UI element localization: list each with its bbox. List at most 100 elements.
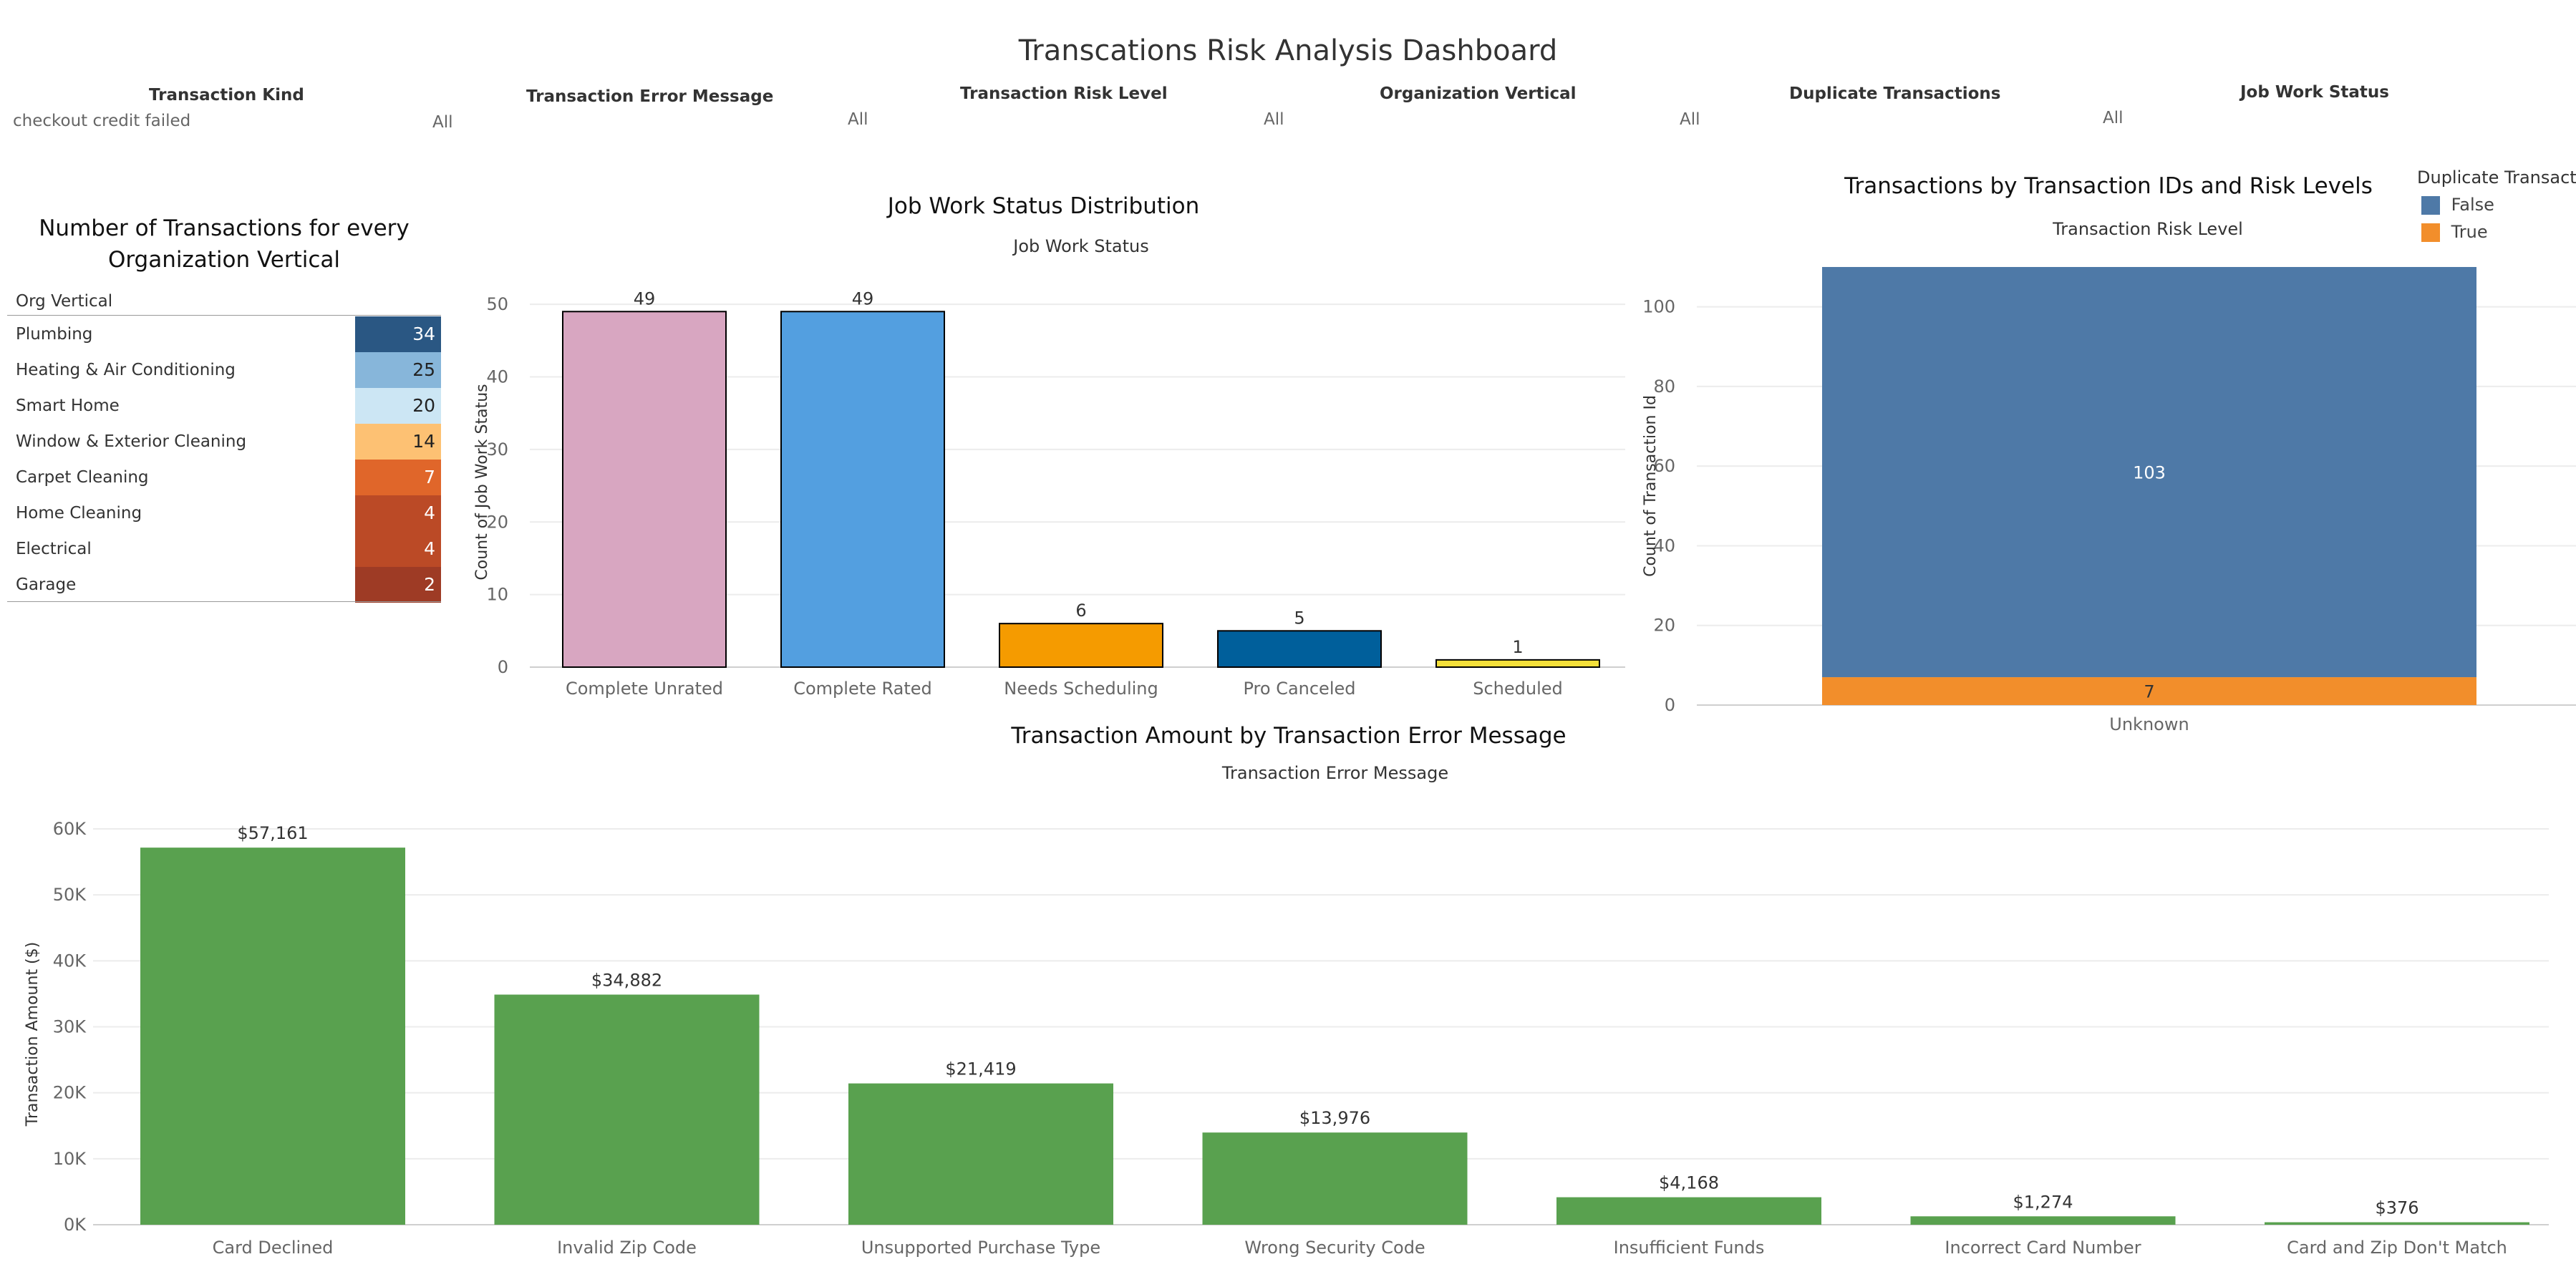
legend-true-label: True [2451,222,2488,242]
org-row-value: 25 [355,352,441,388]
legend-true-swatch [2421,223,2440,242]
risk-bar-label: 7 [2144,682,2154,702]
risk-ytick-label: 0 [1665,695,1675,715]
org-footer-divider [7,601,441,602]
risk-bar-true [1822,677,2476,705]
org-row[interactable]: Electrical 4 [7,531,441,567]
org-row-name: Smart Home [16,397,120,415]
amount-xtick-label: Card Declined [213,1238,334,1258]
org-row[interactable]: Garage 2 [7,567,441,603]
job-bar-label: 1 [1512,637,1523,657]
amount-ytick-label: 60K [53,819,87,839]
job-ytick-label: 30 [486,439,508,460]
filter-duplicate-value[interactable]: All [2103,109,2124,127]
org-row-value: 4 [355,495,441,531]
amount-ytick-label: 30K [53,1017,87,1037]
org-row[interactable]: Window & Exterior Cleaning 14 [7,424,441,460]
amount-xtick-label: Wrong Security Code [1244,1238,1425,1258]
org-row-value: 7 [355,460,441,495]
risk-panel-title: Transactions by Transaction IDs and Risk… [1844,173,2373,199]
filter-error-message-label: Transaction Error Message [526,87,774,106]
org-row-name: Carpet Cleaning [16,468,149,487]
amount-ytick-label: 40K [53,951,87,971]
filter-duplicate-label: Duplicate Transactions [1789,84,2001,103]
job-bar-label: 49 [634,288,656,309]
org-row[interactable]: Heating & Air Conditioning 25 [7,352,441,388]
job-ytick-label: 0 [498,657,508,677]
filter-org-vertical-value[interactable]: All [1680,110,1700,129]
amount-bar [848,1083,1113,1225]
org-row-name: Garage [16,575,77,594]
amount-bar-label: $57,161 [237,823,308,843]
job-xtick-label: Scheduled [1473,679,1563,699]
org-panel-title-line1: Number of Transactions for every [39,215,410,241]
risk-ytick-label: 80 [1653,377,1675,397]
risk-ytick-label: 60 [1653,456,1675,476]
org-row-name: Plumbing [16,325,93,344]
amount-bar-label: $1,274 [2013,1192,2073,1212]
amount-xtick-label: Invalid Zip Code [557,1238,697,1258]
job-bar [562,311,727,669]
org-row-name: Heating & Air Conditioning [16,361,236,379]
amount-bar [1910,1216,2176,1225]
amount-chart: 0K 10K 20K 30K 40K 50K 60K $57,161 Card Declined… [24,819,2549,1258]
org-panel-title-line2: Organization Vertical [107,247,341,273]
legend-false[interactable]: False [2421,195,2494,215]
job-bar [1435,659,1600,668]
amount-bar-label: $4,168 [1659,1173,1719,1193]
job-xtick-label: Pro Canceled [1243,679,1355,699]
org-row-name: Electrical [16,540,92,558]
job-bar-label: 6 [1075,601,1086,621]
org-row-value: 34 [355,316,441,352]
job-bar-label: 49 [852,288,874,309]
job-ytick-label: 50 [486,294,508,314]
job-ytick-label: 20 [486,512,508,532]
job-ytick-label: 10 [486,585,508,605]
filter-risk-level-value[interactable]: All [1264,110,1284,129]
org-panel-title: Number of Transactions for every Organiz… [7,213,441,276]
amount-y-axis-title: Transaction Amount ($) [24,942,42,1127]
risk-panel-subtitle: Transaction Risk Level [2053,219,2243,239]
filter-transaction-kind-label: Transaction Kind [149,86,304,105]
org-row[interactable]: Smart Home 20 [7,388,441,424]
risk-bar-false [1822,267,2476,678]
job-y-axis-title: Count of Job Work Status [473,384,491,580]
org-row-value: 20 [355,388,441,424]
job-bar [780,311,945,669]
job-xtick-label: Complete Rated [793,679,932,699]
amount-xtick-label: Insufficient Funds [1614,1238,1765,1258]
amount-panel-subtitle: Transaction Error Message [1221,763,1449,783]
filter-job-status-label: Job Work Status [2240,83,2389,102]
job-bar-label: 5 [1294,608,1304,628]
job-bar [999,623,1163,669]
amount-bar [494,994,760,1225]
org-row-name: Window & Exterior Cleaning [16,432,247,451]
amount-bar [1202,1132,1468,1225]
org-header-divider [7,315,441,316]
legend-true[interactable]: True [2421,222,2488,242]
risk-bar-label: 103 [2133,463,2166,483]
risk-xtick-label: Unknown [2109,714,2189,734]
org-row-value: 4 [355,531,441,567]
org-column-header: Org Vertical [16,292,113,311]
org-row[interactable]: Home Cleaning 4 [7,495,441,531]
amount-bar-label: $376 [2375,1198,2418,1218]
amount-bar [140,848,405,1225]
legend-false-label: False [2451,195,2494,215]
job-ytick-label: 40 [486,367,508,387]
risk-ytick-label: 40 [1653,535,1675,555]
filter-transaction-kind-all[interactable]: All [432,113,453,132]
amount-bar-label: $21,419 [945,1059,1016,1079]
risk-y-axis-title: Count of Transaction Id [1642,395,1660,577]
org-row[interactable]: Plumbing 34 [7,316,441,352]
filter-org-vertical-label: Organization Vertical [1380,84,1577,103]
amount-bar-label: $13,976 [1299,1108,1370,1128]
risk-legend-title: Duplicate Transacti [2417,167,2576,188]
risk-chart: 0 20 40 60 80 100 7 103 Unknown Count of Transact… [1642,267,2576,734]
risk-ytick-label: 20 [1653,616,1675,636]
filter-transaction-kind-value[interactable]: checkout credit failed [13,112,191,130]
org-row[interactable]: Carpet Cleaning 7 [7,460,441,495]
job-xtick-label: Complete Unrated [566,679,723,699]
filter-error-message-value[interactable]: All [848,110,868,129]
job-panel-subtitle: Job Work Status [1013,236,1149,256]
